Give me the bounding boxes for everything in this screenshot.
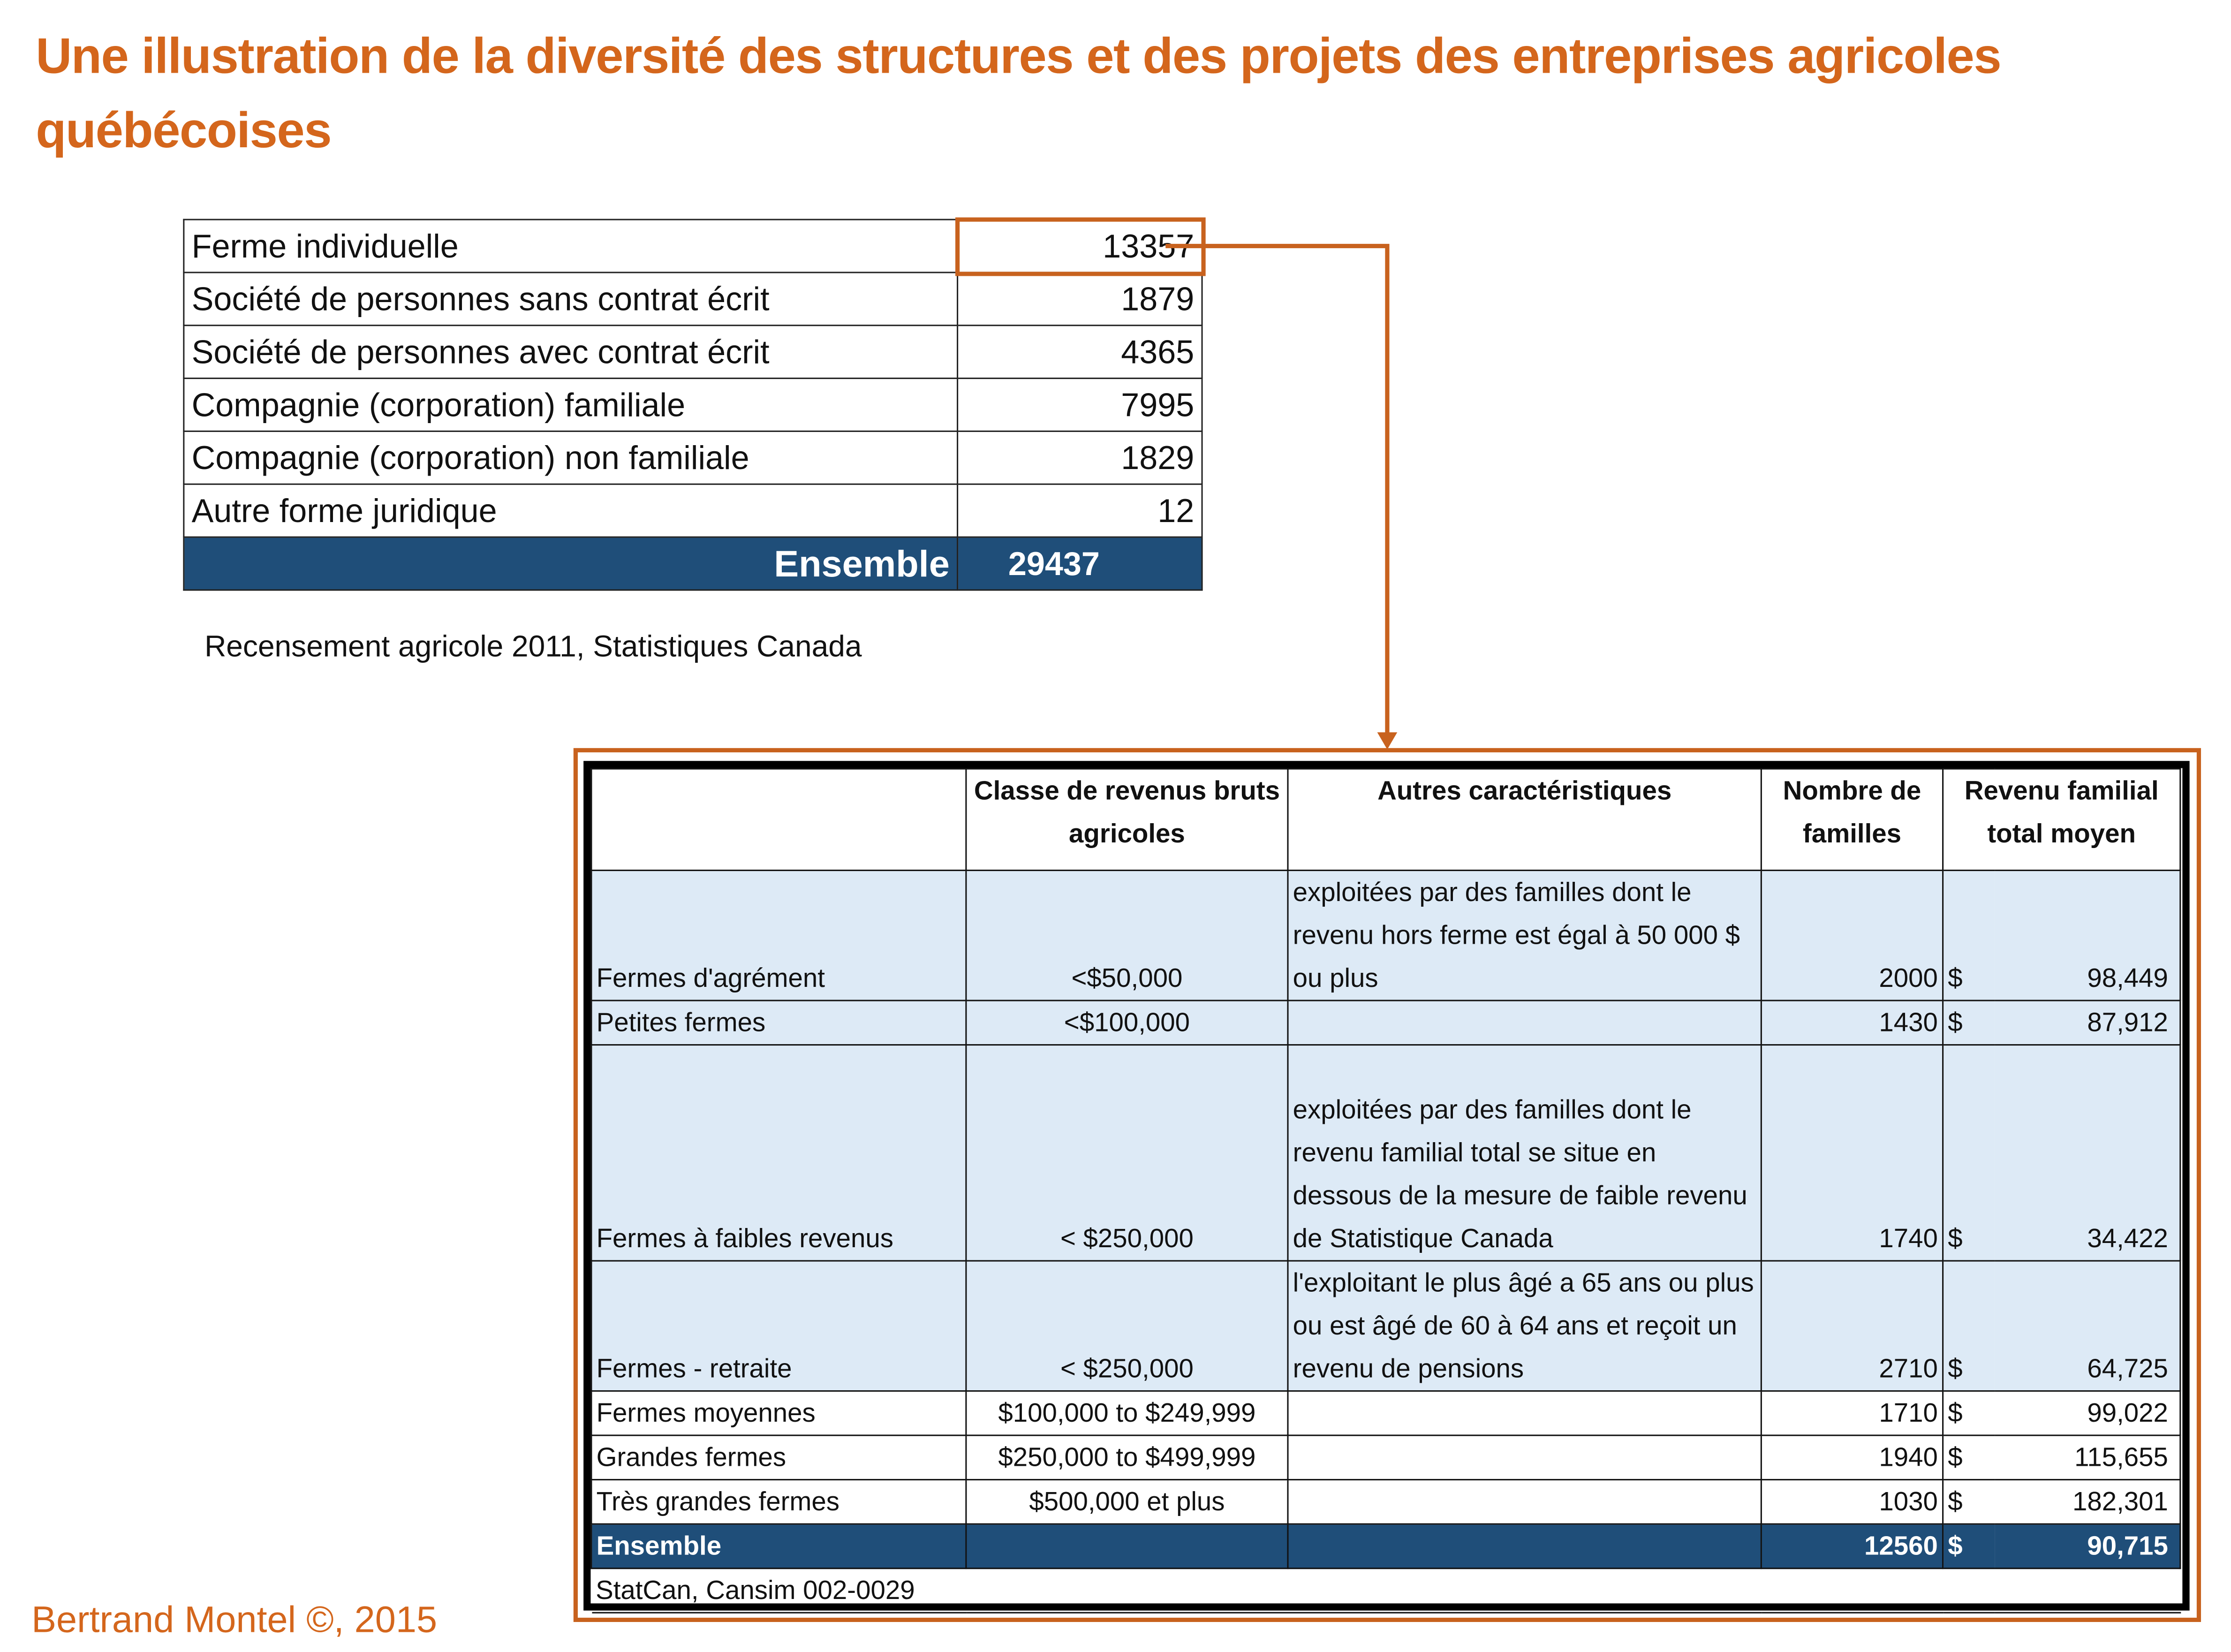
table-row: Grandes fermes $250,000 to $499,999 1940 $1… [590, 1434, 2181, 1481]
table-row: Fermes à faibles revenus < $250,000 exploi… [590, 1044, 2181, 1262]
table-row: Compagnie (corporation) non familiale 182… [183, 430, 1203, 485]
row-value: 4365 [957, 325, 1203, 379]
column-header: Classe de revenus bruts agricoles [965, 768, 1289, 871]
row-label: Compagnie (corporation) non familiale [183, 430, 959, 485]
total-value: 29437 [957, 536, 1203, 591]
table-row: Compagnie (corporation) familiale 7995 [183, 378, 1203, 432]
currency-symbol: $ [1942, 1479, 1995, 1525]
currency-symbol: $ [1942, 1434, 1995, 1481]
total-label: Ensemble [590, 1523, 967, 1569]
row-value: 1879 [957, 272, 1203, 326]
currency-symbol: $ [1942, 1390, 1995, 1436]
revenue-class: <$100,000 [965, 1000, 1289, 1046]
row-value: 1829 [957, 430, 1203, 485]
table-row: Ferme individuelle 13357 [183, 216, 1205, 276]
farm-types-table: Classe de revenus bruts agricoles Autres … [590, 768, 2181, 1614]
source-note: StatCan, Cansim 002-0029 [591, 1568, 2180, 1614]
column-header: Revenu familial total moyen [1942, 768, 2181, 871]
revenue-class: < $250,000 [965, 1260, 1289, 1392]
average-income: 99,022 [1994, 1390, 2181, 1436]
table-row: Fermes moyennes $100,000 to $249,999 1710 $… [590, 1390, 2181, 1436]
farm-type: Petites fermes [590, 1000, 967, 1046]
currency-symbol: $ [1942, 1523, 1995, 1569]
empty-cell [965, 1523, 1289, 1569]
family-count: 1430 [1760, 1000, 1944, 1046]
column-header: Autres caractéristiques [1287, 768, 1762, 871]
column-header [590, 768, 967, 871]
family-count: 2000 [1760, 870, 1944, 1001]
family-count: 1940 [1760, 1434, 1944, 1481]
page-title: Une illustration de la diversité des str… [36, 28, 2001, 159]
farm-type: Fermes moyennes [590, 1390, 967, 1436]
table-row: Fermes - retraite < $250,000 l'exploitant … [590, 1260, 2181, 1392]
currency-symbol: $ [1942, 1000, 1995, 1046]
average-income: 98,449 [1994, 870, 2181, 1001]
total-income: 90,715 [1994, 1523, 2181, 1569]
currency-symbol: $ [1942, 1044, 1995, 1262]
other-characteristics: l'exploitant le plus âgé a 65 ans ou plu… [1287, 1260, 1762, 1392]
average-income: 87,912 [1994, 1000, 2181, 1046]
revenue-class: $100,000 to $249,999 [965, 1390, 1289, 1436]
header-row: Classe de revenus bruts agricoles Autres … [590, 768, 2181, 871]
other-characteristics [1287, 1000, 1762, 1046]
total-row: Ensemble 29437 [183, 536, 1203, 591]
other-characteristics [1287, 1434, 1762, 1481]
table-row: Fermes d'agrément <$50,000 exploitées par … [590, 870, 2181, 1001]
other-characteristics: exploitées par des familles dont le reve… [1287, 1044, 1762, 1262]
row-value: 12 [957, 483, 1203, 538]
table-row: Société de personnes avec contrat écrit 4… [183, 325, 1203, 379]
average-income: 34,422 [1994, 1044, 2181, 1262]
family-count: 2710 [1760, 1260, 1944, 1392]
revenue-class: $250,000 to $499,999 [965, 1434, 1289, 1481]
row-label: Société de personnes sans contrat écrit [183, 272, 959, 326]
farm-type: Très grandes fermes [590, 1479, 967, 1525]
other-characteristics [1287, 1390, 1762, 1436]
row-label: Autre forme juridique [183, 483, 959, 538]
currency-symbol: $ [1942, 1260, 1995, 1392]
average-income: 115,655 [1994, 1434, 2181, 1481]
row-label: Ferme individuelle [183, 219, 959, 273]
legal-forms-table: Ferme individuelle 13357 Société de person… [183, 216, 1205, 591]
currency-symbol: $ [1942, 870, 1995, 1001]
row-value: 7995 [957, 378, 1203, 432]
total-label: Ensemble [183, 536, 959, 591]
table-row: Petites fermes <$100,000 1430 $87,912 [590, 1000, 2181, 1046]
revenue-class: < $250,000 [965, 1044, 1289, 1262]
row-label: Compagnie (corporation) familiale [183, 378, 959, 432]
family-count: 1030 [1760, 1479, 1944, 1525]
average-income: 182,301 [1994, 1479, 2181, 1525]
column-header: Nombre de familles [1760, 768, 1944, 871]
table-row: Société de personnes sans contrat écrit 1… [183, 272, 1203, 326]
farm-types-frame [573, 748, 2201, 1622]
table-row: Autre forme juridique 12 [183, 483, 1203, 538]
farm-type: Grandes fermes [590, 1434, 967, 1481]
copyright-footer: Bertrand Montel ©, 2015 [31, 1598, 438, 1641]
farm-type: Fermes à faibles revenus [590, 1044, 967, 1262]
total-row: Ensemble 12560 $90,715 [590, 1523, 2181, 1569]
table-row: Très grandes fermes $500,000 et plus 1030 $… [590, 1479, 2181, 1525]
legal-forms-source: Recensement agricole 2011, Statistiques … [204, 630, 862, 664]
other-characteristics: exploitées par des familles dont le reve… [1287, 870, 1762, 1001]
row-label: Société de personnes avec contrat écrit [183, 325, 959, 379]
total-families: 12560 [1760, 1523, 1944, 1569]
average-income: 64,725 [1994, 1260, 2181, 1392]
farm-type: Fermes - retraite [590, 1260, 967, 1392]
revenue-class: <$50,000 [965, 870, 1289, 1001]
family-count: 1740 [1760, 1044, 1944, 1262]
source-row: StatCan, Cansim 002-0029 [591, 1568, 2180, 1614]
other-characteristics [1287, 1479, 1762, 1525]
empty-cell [1287, 1523, 1762, 1569]
revenue-class: $500,000 et plus [965, 1479, 1289, 1525]
farm-type: Fermes d'agrément [590, 870, 967, 1001]
family-count: 1710 [1760, 1390, 1944, 1436]
